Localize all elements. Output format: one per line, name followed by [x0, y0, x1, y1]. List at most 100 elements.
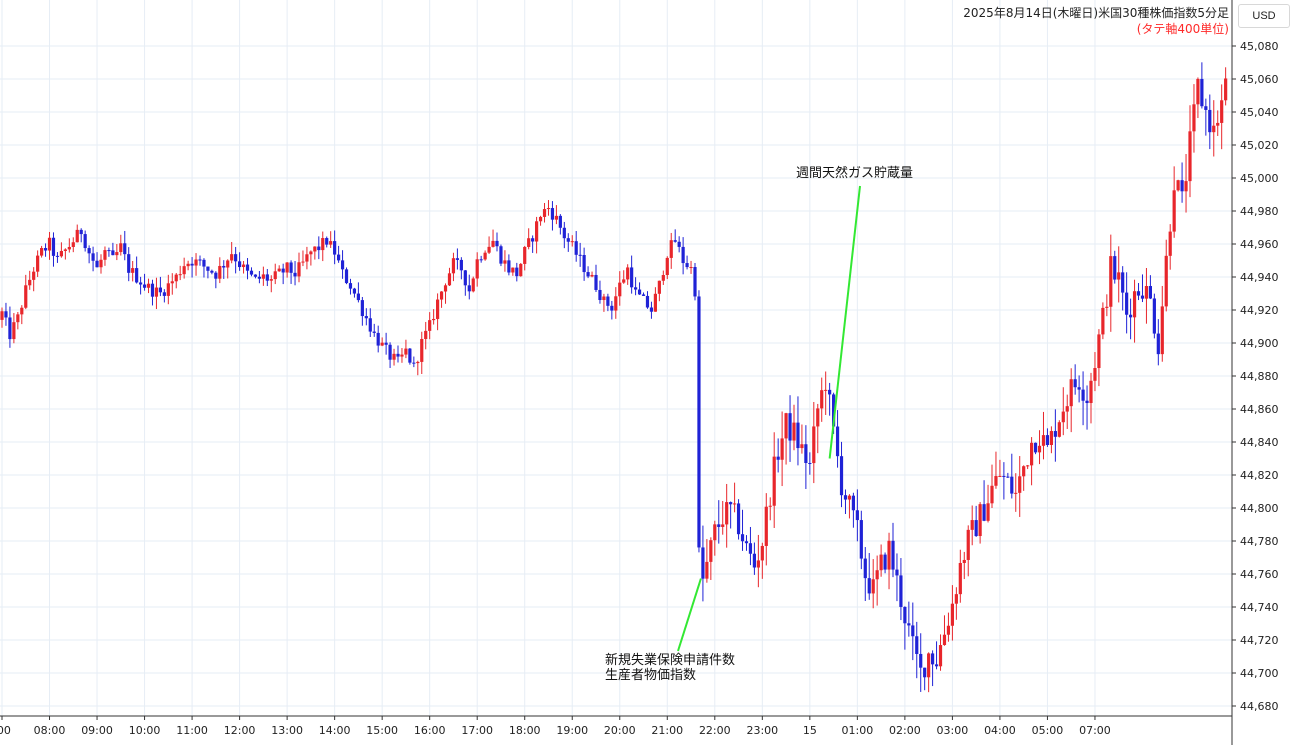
candle-body [622, 279, 626, 283]
candle-body [439, 291, 444, 300]
candle-body [800, 444, 804, 449]
candle-body [364, 316, 368, 319]
candle-body [982, 504, 986, 521]
y-tick-label: 44,760 [1240, 568, 1279, 581]
candle-body [927, 653, 931, 678]
y-tick-label: 45,040 [1240, 106, 1279, 119]
candle-body [879, 554, 883, 571]
candle-body [1129, 314, 1133, 318]
candle-body [832, 394, 836, 427]
y-tick-label: 44,860 [1240, 403, 1279, 416]
candle-body [907, 623, 911, 626]
candle-body [574, 241, 578, 255]
candle-body [903, 606, 907, 624]
candle-body [820, 390, 824, 409]
candle-body [859, 520, 863, 559]
candle-body [554, 215, 558, 220]
candle-body [673, 240, 677, 242]
candle-body [455, 258, 459, 260]
candle-body [344, 269, 349, 284]
y-tick-label: 45,000 [1240, 172, 1279, 185]
candle-body [503, 260, 507, 264]
candle-body [1065, 406, 1069, 412]
candle-body [915, 636, 919, 654]
y-tick-label: 44,680 [1240, 700, 1279, 713]
candle-body [297, 262, 301, 277]
y-tick-label: 44,880 [1240, 370, 1279, 383]
candle-body [1026, 465, 1030, 467]
candle-body [412, 362, 416, 364]
candle-body [1097, 334, 1101, 369]
currency-selector[interactable]: USD [1238, 4, 1290, 28]
candle-body [1136, 291, 1141, 296]
candle-body [1018, 476, 1022, 493]
annotation-gas-storage: 週間天然ガス貯蔵量 [796, 165, 913, 181]
candle-body [1010, 476, 1014, 494]
candle-body [847, 495, 852, 500]
candle-body [273, 271, 277, 280]
candle-body [1093, 368, 1097, 381]
candle-body [182, 266, 186, 275]
candle-body [558, 215, 562, 228]
candle-body [20, 307, 24, 315]
x-tick-label: 04:00 [984, 724, 1016, 737]
candle-body [978, 504, 982, 537]
annotation-ppi: 生産者物価指数 [605, 667, 696, 683]
candle-body [1117, 272, 1121, 280]
candle-body [360, 300, 364, 317]
candle-body [67, 246, 71, 250]
candle-body [443, 285, 448, 292]
candle-body [1144, 286, 1149, 299]
candle-body [139, 282, 143, 285]
candle-body [598, 289, 602, 301]
candle-body [47, 237, 52, 251]
candle-body [1164, 255, 1168, 307]
candle-body [780, 438, 784, 460]
candle-body [340, 260, 345, 270]
x-tick-label: 20:00 [604, 724, 636, 737]
x-tick-label: 17:00 [461, 724, 493, 737]
candle-body [665, 257, 669, 276]
candle-body [717, 524, 721, 527]
candle-body [475, 259, 479, 279]
candle-body [40, 248, 44, 256]
candle-body [899, 575, 903, 607]
candle-body [938, 645, 943, 667]
candle-body [515, 267, 519, 277]
chart-title: 2025年8月14日(木曜日)米国30種株価指数5分足 [963, 5, 1229, 20]
candle-body [645, 295, 650, 308]
candle-body [1156, 333, 1160, 355]
candle-body [420, 338, 424, 362]
candle-body [226, 260, 230, 268]
x-axis-ticks: :00 08:00 09:00 10:00 11:00 12:00 13:00 14:00 15… [0, 716, 1111, 737]
candle-body [1204, 106, 1208, 110]
candle-body [459, 259, 463, 271]
candle-body [586, 272, 590, 277]
candle-body [119, 243, 123, 253]
candle-body [269, 279, 273, 281]
candle-body [562, 227, 566, 239]
candle-body [352, 288, 357, 294]
x-tick-label: 18:00 [509, 724, 541, 737]
candle-body [131, 268, 135, 273]
x-tick-label: 14:00 [319, 724, 351, 737]
x-tick-label: 16:00 [414, 724, 446, 737]
candle-body [1188, 131, 1192, 182]
annotation-jobless-claims: 新規失業保険申請件数 [605, 652, 735, 668]
x-tick-label: 11:00 [176, 724, 208, 737]
candle-body [946, 625, 951, 635]
candle-body [218, 265, 222, 279]
candle-body [59, 250, 63, 257]
candle-body [883, 554, 887, 570]
candle-body [428, 320, 432, 331]
candle-body [1125, 292, 1129, 315]
candle-body [63, 249, 67, 251]
candle-body [614, 296, 618, 311]
candle-body [87, 248, 91, 254]
candle-body [305, 254, 309, 262]
candle-body [463, 270, 467, 286]
candle-body [1196, 78, 1200, 105]
candle-body [887, 540, 891, 570]
candle-body [1224, 78, 1228, 101]
